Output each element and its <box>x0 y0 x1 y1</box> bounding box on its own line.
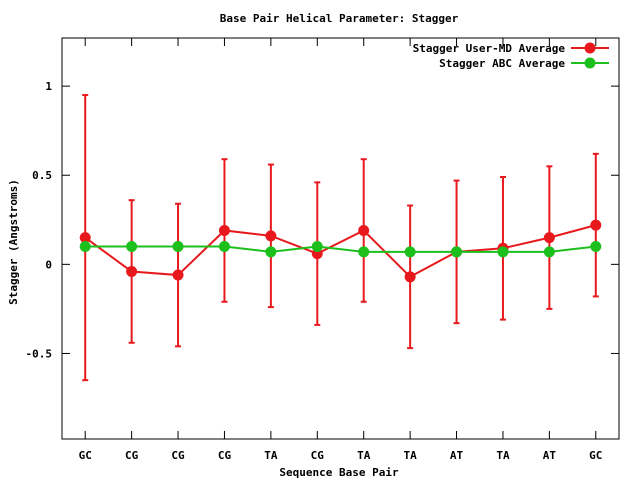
x-tick-label: AT <box>543 449 557 462</box>
x-tick-label: GC <box>79 449 92 462</box>
y-tick-label: -0.5 <box>26 347 53 360</box>
y-axis-ticks: -0.5 0 0.5 1 <box>26 80 619 360</box>
plot-frame <box>61 37 620 440</box>
y-tick-label: 1 <box>45 80 52 93</box>
data-point-series-2 <box>451 246 463 258</box>
x-tick-label: CG <box>311 449 325 462</box>
legend-marker <box>584 57 596 69</box>
x-tick-label: CG <box>171 449 185 462</box>
data-point-series-2 <box>543 246 555 258</box>
data-point-series-2 <box>218 241 230 253</box>
data-point-series-2 <box>497 246 509 258</box>
y-axis-label: Stagger (Angstroms) <box>7 179 20 305</box>
data-point-series-2 <box>404 246 416 258</box>
data-point-series-2 <box>265 246 277 258</box>
data-point-series-1 <box>543 232 555 244</box>
legend-label: Stagger ABC Average <box>439 57 565 70</box>
data-point-series-2 <box>358 246 370 258</box>
data-point-series-1 <box>265 230 277 242</box>
x-axis-ticks: GC CG CG CG TA CG TA TA AT TA AT GC <box>79 38 602 462</box>
error-bars <box>82 94 599 382</box>
x-tick-label: AT <box>450 449 464 462</box>
data-point-series-1 <box>590 219 602 231</box>
x-tick-label: GC <box>589 449 602 462</box>
x-tick-label: TA <box>496 449 510 462</box>
x-tick-label: CG <box>125 449 139 462</box>
data-point-series-2 <box>79 241 91 253</box>
legend-marker <box>584 42 596 54</box>
x-tick-label: CG <box>218 449 232 462</box>
legend-label: Stagger User-MD Average <box>413 42 566 55</box>
y-tick-label: 0.5 <box>32 169 52 182</box>
series-line-1 <box>84 224 597 279</box>
data-point-series-1 <box>358 224 370 236</box>
data-point-series-1 <box>172 269 184 281</box>
data-point-series-1 <box>218 224 230 236</box>
series-lines <box>84 224 597 279</box>
series-points <box>79 219 602 283</box>
x-tick-label: TA <box>264 449 278 462</box>
data-point-series-2 <box>172 241 184 253</box>
data-point-series-2 <box>126 241 138 253</box>
legend: Stagger User-MD Average Stagger ABC Avera… <box>413 42 609 70</box>
x-axis-label: Sequence Base Pair <box>279 466 399 479</box>
x-tick-label: TA <box>357 449 371 462</box>
chart-title: Base Pair Helical Parameter: Stagger <box>220 12 459 25</box>
x-tick-label: TA <box>404 449 418 462</box>
data-point-series-1 <box>404 271 416 283</box>
data-point-series-1 <box>126 265 138 277</box>
y-tick-label: 0 <box>45 258 52 271</box>
series-line-2 <box>85 245 596 253</box>
data-point-series-2 <box>590 241 602 253</box>
data-point-series-2 <box>311 241 323 253</box>
